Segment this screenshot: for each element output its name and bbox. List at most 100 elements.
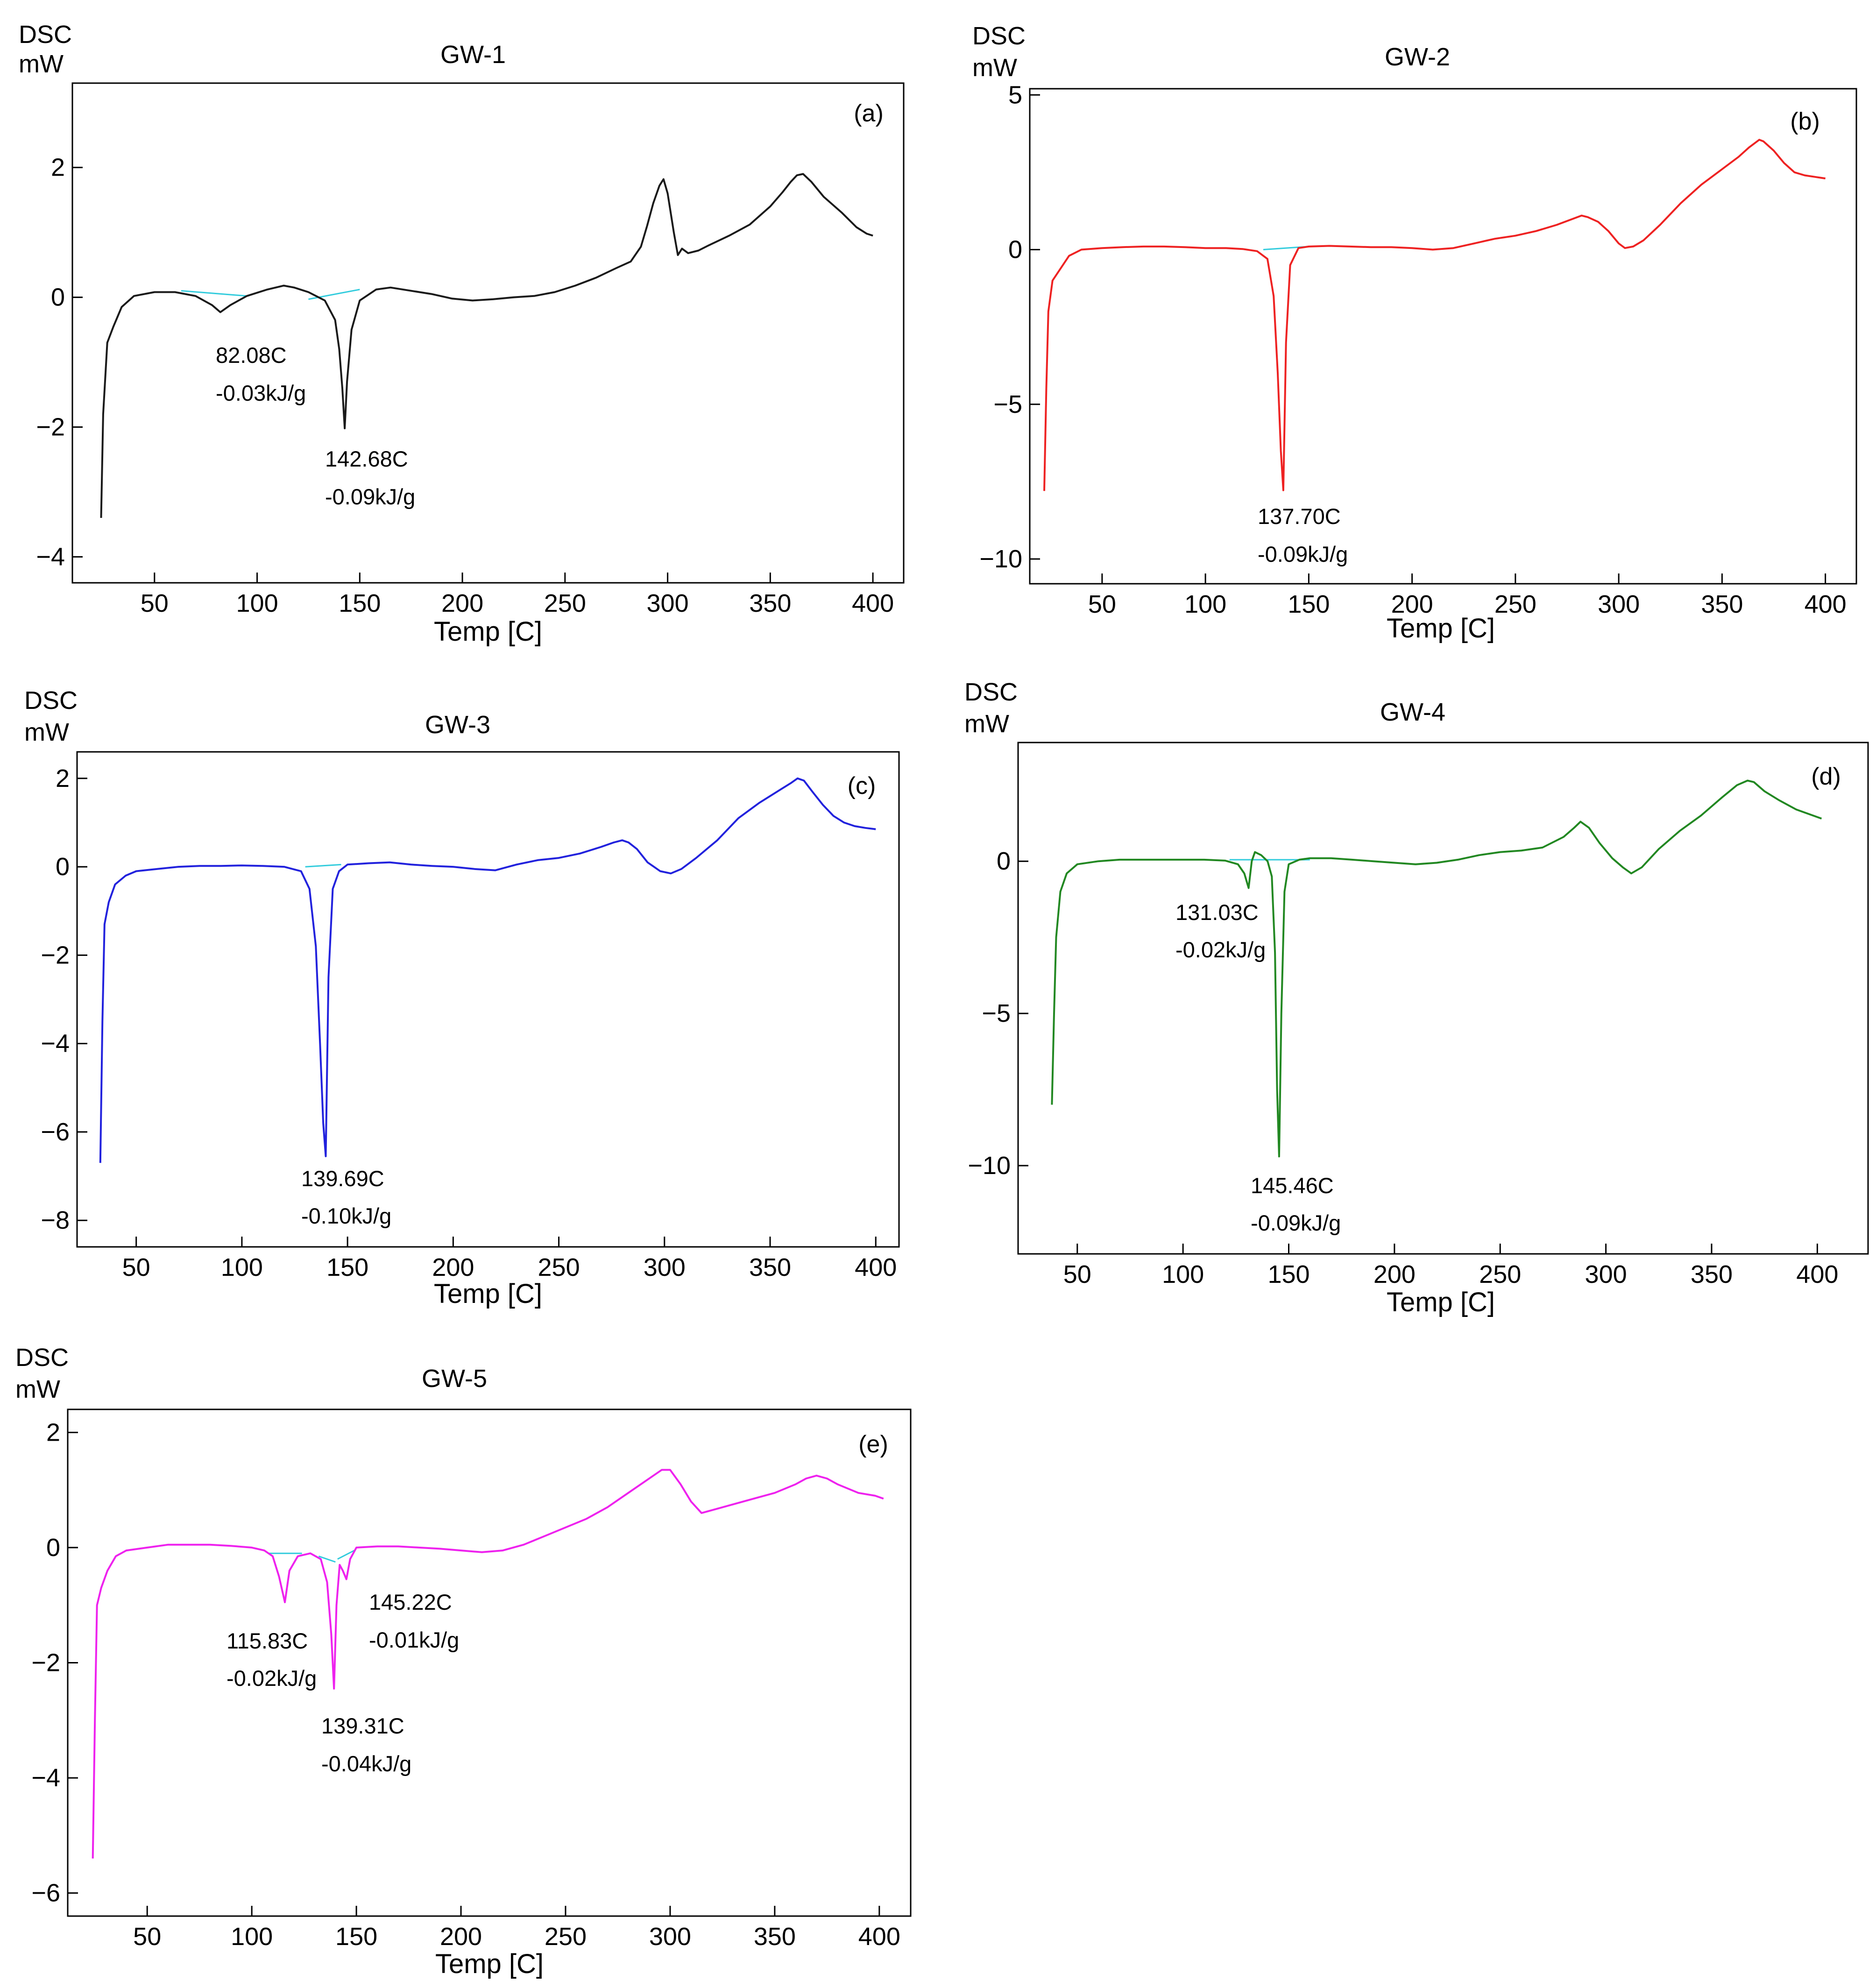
y-axis: 2 0 −2 −4 xyxy=(36,154,83,571)
x-axis: 50 100 150 200 250 300 350 400 xyxy=(1063,1244,1838,1288)
peak-enthalpy-label: -0.09kJ/g xyxy=(1251,1210,1341,1235)
y-tick-label: 0 xyxy=(51,283,65,311)
peak-annotation: 115.83C -0.02kJ/g xyxy=(227,1628,317,1691)
y-tick-label: 0 xyxy=(46,1534,60,1562)
y-axis-label-dsc: DSC xyxy=(19,21,72,49)
x-tick-label: 100 xyxy=(1184,590,1226,618)
x-tick-label: 50 xyxy=(133,1923,161,1951)
y-axis-label-unit: mW xyxy=(15,1375,60,1403)
peak-enthalpy-label: -0.04kJ/g xyxy=(321,1751,411,1776)
peak-temperature-label: 139.69C xyxy=(301,1166,384,1191)
x-tick-label: 150 xyxy=(1288,590,1330,618)
plot-content xyxy=(1043,139,1826,491)
y-tick-label: 2 xyxy=(46,1418,60,1446)
x-tick-label: 150 xyxy=(326,1253,368,1281)
peak-temperature-label: 131.03C xyxy=(1175,900,1259,925)
plot-content xyxy=(92,1469,884,1859)
x-axis: 50 100 150 200 250 300 350 400 xyxy=(1088,573,1847,618)
x-tick-label: 400 xyxy=(855,1253,897,1281)
panel-tag: (d) xyxy=(1811,763,1841,790)
y-axis-label-dsc: DSC xyxy=(972,22,1026,50)
y-axis: 2 0 −2 −4 −6 −8 xyxy=(41,764,87,1234)
x-tick-label: 350 xyxy=(754,1923,796,1951)
y-tick-label: −4 xyxy=(36,543,65,571)
plot-area-frame xyxy=(1017,742,1869,1255)
y-axis-label-dsc: DSC xyxy=(15,1344,69,1372)
y-tick-label: −2 xyxy=(36,413,65,441)
plot-content xyxy=(1051,779,1822,1158)
peak-enthalpy-label: -0.10kJ/g xyxy=(301,1203,391,1228)
peak-enthalpy-label: -0.01kJ/g xyxy=(369,1627,459,1652)
y-tick-label: −5 xyxy=(993,390,1022,418)
panel-tag: (a) xyxy=(854,100,884,127)
plot-area-frame xyxy=(1029,88,1857,585)
x-tick-label: 100 xyxy=(231,1923,273,1951)
x-tick-label: 50 xyxy=(122,1253,150,1281)
x-tick-label: 300 xyxy=(647,589,689,617)
x-tick-label: 300 xyxy=(649,1923,691,1951)
y-tick-label: −2 xyxy=(41,941,70,969)
y-tick-label: −10 xyxy=(979,545,1022,573)
y-tick-label: −4 xyxy=(31,1764,60,1792)
x-tick-label: 350 xyxy=(749,1253,791,1281)
plot-content xyxy=(99,777,876,1163)
x-tick-label: 100 xyxy=(1162,1260,1204,1288)
x-tick-label: 400 xyxy=(1796,1260,1838,1288)
chart-title: GW-4 xyxy=(1380,698,1445,726)
dsc-curve-gw-1 xyxy=(100,173,873,518)
x-tick-label: 200 xyxy=(432,1253,474,1281)
y-tick-label: 5 xyxy=(1008,81,1022,109)
x-tick-label: 300 xyxy=(1598,590,1640,618)
y-axis: 2 0 −2 −4 −6 xyxy=(31,1418,78,1907)
peak-annotation: 145.46C -0.09kJ/g xyxy=(1251,1173,1341,1235)
peak-temperature-label: 139.31C xyxy=(321,1713,404,1738)
peak-enthalpy-label: -0.09kJ/g xyxy=(1258,542,1348,566)
peak-temperature-label: 145.22C xyxy=(369,1590,452,1614)
y-axis-label-dsc: DSC xyxy=(24,686,78,715)
plot-area-frame xyxy=(71,82,905,584)
x-tick-label: 150 xyxy=(1267,1260,1310,1288)
y-axis: 5 0 −5 −10 xyxy=(979,81,1040,573)
peak-temperature-label: 145.46C xyxy=(1251,1173,1334,1198)
peak-baseline xyxy=(337,1549,355,1560)
x-tick-label: 250 xyxy=(1494,590,1536,618)
x-tick-label: 200 xyxy=(441,589,483,617)
x-tick-label: 350 xyxy=(1701,590,1743,618)
y-axis-label-unit: mW xyxy=(24,718,69,746)
peak-annotation: 82.08C -0.03kJ/g xyxy=(216,343,306,405)
x-tick-label: 300 xyxy=(644,1253,686,1281)
x-tick-label: 250 xyxy=(538,1253,580,1281)
chart-panel-gw-2: DSC mW GW-2 (b) 50−5−10 50 100 150 200 250 30… xyxy=(972,22,1857,644)
y-tick-label: −5 xyxy=(982,999,1011,1027)
x-axis-label: Temp [C] xyxy=(435,1949,544,1979)
y-tick-label: 0 xyxy=(56,853,70,881)
panel-tag: (e) xyxy=(858,1431,888,1458)
y-tick-label: −6 xyxy=(31,1879,60,1907)
x-axis-label: Temp [C] xyxy=(434,1279,542,1309)
plot-content xyxy=(100,173,873,518)
x-tick-label: 400 xyxy=(1805,590,1847,618)
peak-baseline xyxy=(305,863,341,868)
peak-annotation: 145.22C -0.01kJ/g xyxy=(369,1590,459,1652)
chart-title: GW-1 xyxy=(440,41,506,69)
x-tick-label: 400 xyxy=(858,1923,900,1951)
x-tick-label: 50 xyxy=(1088,590,1116,618)
dsc-curve-gw-5 xyxy=(92,1469,884,1859)
chart-title: GW-3 xyxy=(425,711,490,739)
peak-enthalpy-label: -0.03kJ/g xyxy=(216,381,306,405)
dsc-curve-gw-3 xyxy=(99,777,876,1163)
y-tick-label: 0 xyxy=(997,847,1011,875)
x-tick-label: 350 xyxy=(1691,1260,1733,1288)
peak-temperature-label: 142.68C xyxy=(325,446,408,471)
dsc-curve-gw-4 xyxy=(1051,779,1822,1158)
x-tick-label: 50 xyxy=(141,589,169,617)
y-axis-label-unit: mW xyxy=(964,710,1009,738)
peak-enthalpy-label: -0.02kJ/g xyxy=(1175,937,1266,962)
x-tick-label: 50 xyxy=(1063,1260,1091,1288)
y-tick-label: −2 xyxy=(31,1649,60,1677)
x-tick-label: 150 xyxy=(335,1923,377,1951)
panel-tag: (b) xyxy=(1790,108,1820,135)
peak-temperature-label: 82.08C xyxy=(216,343,287,368)
chart-panel-gw-3: DSC mW GW-3 (c) 2 0 −2 −4 −6 −8 50 100 150 200 25… xyxy=(24,686,900,1309)
